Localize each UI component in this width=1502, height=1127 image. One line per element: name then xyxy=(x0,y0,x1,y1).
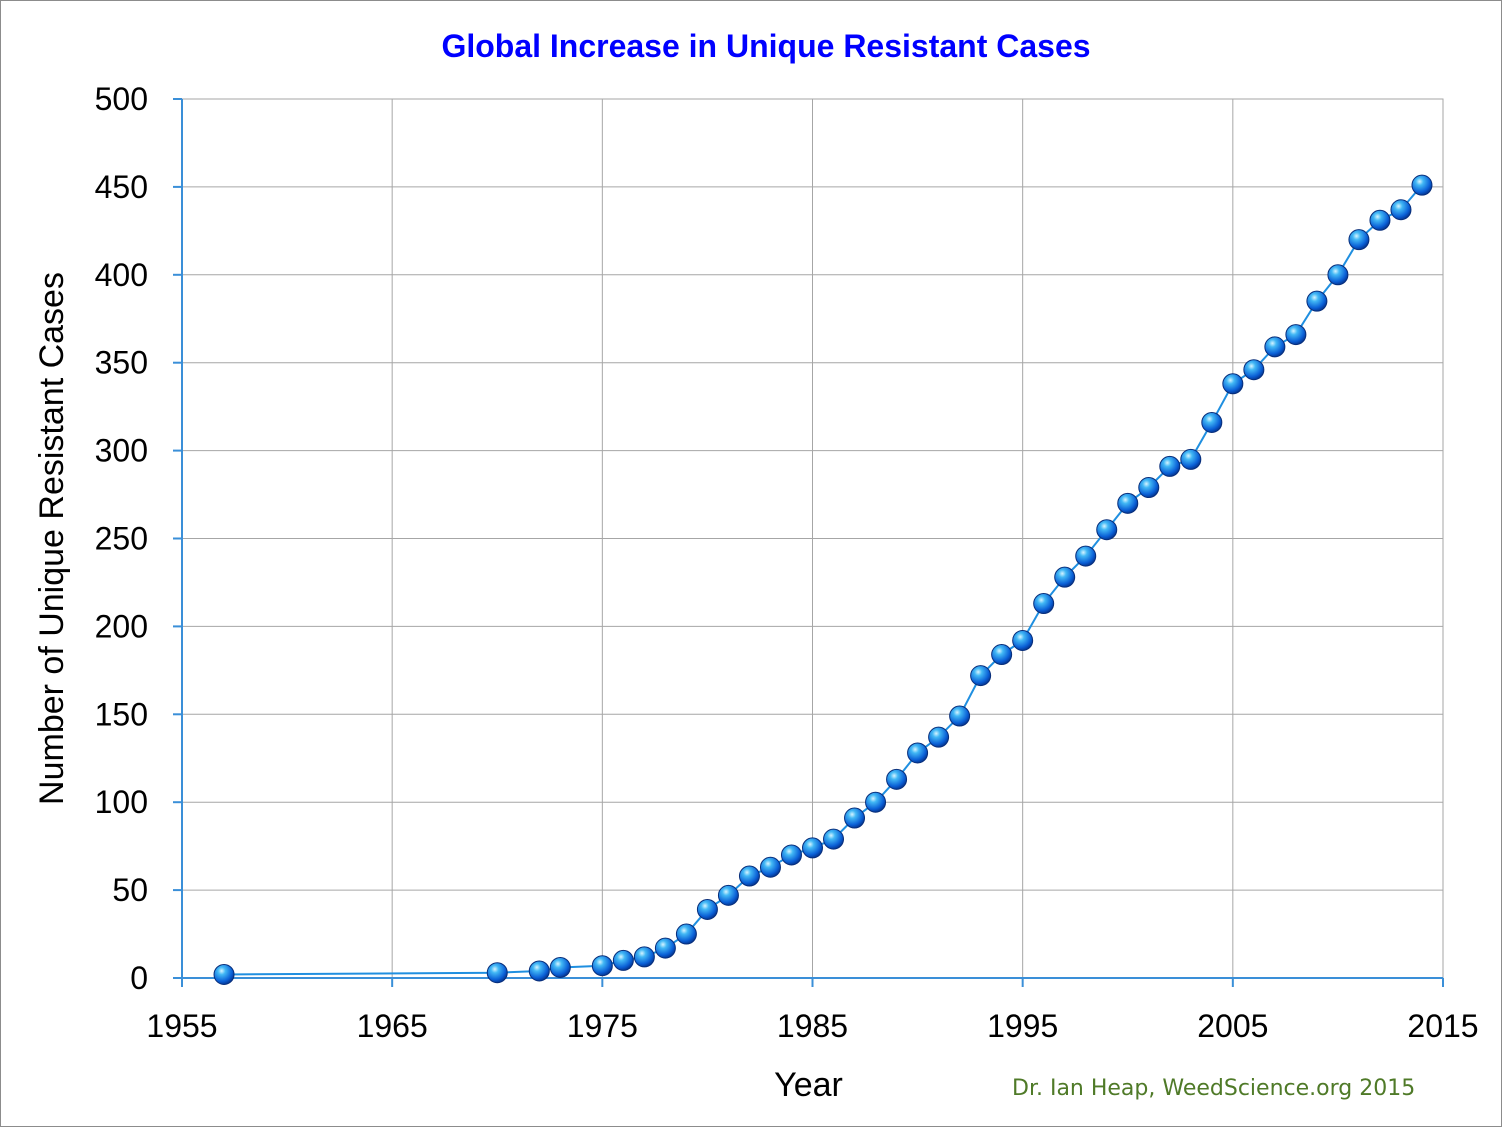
y-tick-label: 350 xyxy=(95,345,148,381)
y-tick-label: 100 xyxy=(95,784,148,820)
data-point xyxy=(717,884,739,906)
x-tick-label: 2005 xyxy=(1197,1008,1268,1044)
data-point xyxy=(1348,229,1370,251)
data-point xyxy=(696,898,718,920)
data-point xyxy=(928,726,950,748)
data-point xyxy=(1075,545,1097,567)
data-point xyxy=(528,960,550,982)
x-tick-label: 1995 xyxy=(987,1008,1058,1044)
data-point xyxy=(1201,411,1223,433)
data-point xyxy=(1054,566,1076,588)
data-point xyxy=(823,828,845,850)
chart-title: Global Increase in Unique Resistant Case… xyxy=(441,28,1091,64)
data-point xyxy=(991,644,1013,666)
data-point xyxy=(738,865,760,887)
data-point xyxy=(591,955,613,977)
data-point xyxy=(886,768,908,790)
data-point xyxy=(1222,373,1244,395)
y-tick-label: 50 xyxy=(112,872,148,908)
x-tick-label: 1975 xyxy=(567,1008,638,1044)
data-point xyxy=(1096,519,1118,541)
y-axis-title: Number of Unique Resistant Cases xyxy=(33,272,71,805)
data-point xyxy=(949,705,971,727)
data-point xyxy=(1138,477,1160,499)
data-point xyxy=(970,665,992,687)
data-point xyxy=(844,807,866,829)
x-tick-label: 1985 xyxy=(777,1008,848,1044)
data-point xyxy=(675,923,697,945)
data-point xyxy=(865,791,887,813)
y-tick-label: 250 xyxy=(95,521,148,557)
data-point xyxy=(1390,199,1412,221)
data-point xyxy=(1159,455,1181,477)
y-tick-label: 450 xyxy=(95,169,148,205)
data-point xyxy=(1369,209,1391,231)
y-tick-label: 500 xyxy=(95,81,148,117)
x-tick-label: 2015 xyxy=(1407,1008,1478,1044)
x-tick-label: 1955 xyxy=(146,1008,217,1044)
data-point xyxy=(1012,629,1034,651)
data-point xyxy=(1327,264,1349,286)
y-tick-label: 150 xyxy=(95,696,148,732)
data-point xyxy=(633,946,655,968)
data-point xyxy=(1117,492,1139,514)
data-point xyxy=(907,742,929,764)
data-point xyxy=(1285,324,1307,346)
y-tick-label: 300 xyxy=(95,433,148,469)
data-point xyxy=(1033,593,1055,615)
data-point xyxy=(1411,174,1433,196)
data-point xyxy=(612,949,634,971)
data-point xyxy=(1243,359,1265,381)
credit-text: Dr. Ian Heap, WeedScience.org 2015 xyxy=(1012,1076,1416,1101)
data-point xyxy=(780,844,802,866)
x-axis-title: Year xyxy=(774,1066,843,1104)
series-line xyxy=(224,184,1423,976)
y-tick-label: 0 xyxy=(130,960,148,996)
data-point xyxy=(549,956,571,978)
x-tick-label: 1965 xyxy=(357,1008,428,1044)
data-point xyxy=(759,856,781,878)
y-tick-label: 200 xyxy=(95,608,148,644)
y-tick-label: 400 xyxy=(95,257,148,293)
data-point xyxy=(486,962,508,984)
data-point xyxy=(1180,448,1202,470)
data-point xyxy=(654,937,676,959)
data-point xyxy=(1306,290,1328,312)
data-point xyxy=(213,963,235,985)
data-point xyxy=(1264,336,1286,358)
data-point xyxy=(802,837,823,859)
